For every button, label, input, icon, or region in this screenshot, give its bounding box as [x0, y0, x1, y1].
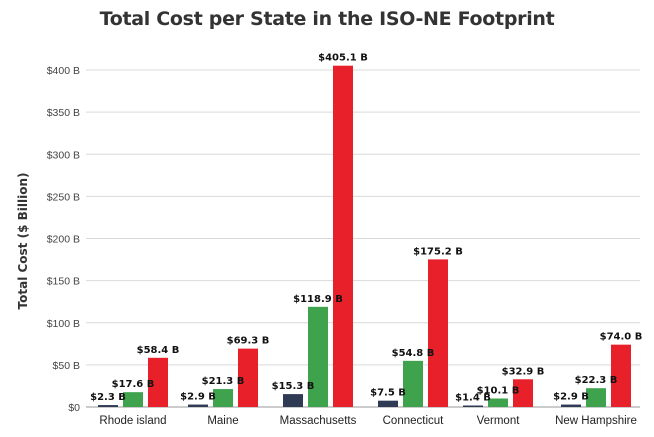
bar: [308, 306, 328, 407]
bar: [586, 388, 606, 407]
data-label: $7.5 B: [370, 388, 406, 399]
y-tick-label: $300 B: [47, 149, 80, 161]
x-category-label: Connecticut: [383, 415, 445, 427]
data-label: $54.8 B: [392, 348, 435, 359]
y-tick-label: $250 B: [47, 191, 80, 203]
data-label: $22.3 B: [575, 375, 618, 386]
bar: [513, 379, 533, 407]
data-label: $405.1 B: [318, 53, 368, 64]
x-category-label: Vermont: [477, 415, 521, 427]
chart-title: Total Cost per State in the ISO-NE Footp…: [99, 8, 555, 30]
data-label: $32.9 B: [502, 366, 545, 377]
bar: [488, 398, 508, 407]
data-label: $118.9 B: [293, 294, 343, 305]
data-label: $1.4 B: [455, 393, 491, 404]
y-tick-label: $350 B: [47, 107, 80, 119]
data-label: $21.3 B: [202, 376, 245, 387]
data-label: $15.3 B: [272, 381, 315, 392]
data-label: $69.3 B: [227, 336, 270, 347]
y-axis-ticks: $0 $50 B $100 B $150 B $200 B $250 B $300 B $35…: [47, 65, 80, 414]
bar: [378, 400, 398, 407]
data-label: $2.9 B: [180, 392, 216, 403]
bar: [463, 405, 483, 407]
bar: [123, 392, 143, 407]
x-axis-categories: Rhode island Maine Massachusetts Connecticu…: [99, 415, 636, 427]
x-category-label: Maine: [207, 415, 238, 427]
bar: [611, 344, 631, 407]
x-category-label: Rhode island: [99, 415, 166, 427]
bar: [213, 389, 233, 407]
x-category-label: Massachusetts: [280, 415, 357, 427]
y-tick-label: $50 B: [53, 360, 80, 372]
y-tick-label: $200 B: [47, 234, 80, 246]
data-label: $2.9 B: [553, 392, 589, 403]
bar: [428, 259, 448, 407]
bar: [98, 405, 118, 407]
bar: [403, 360, 423, 407]
data-label: $58.4 B: [137, 345, 180, 356]
y-axis-title: Total Cost ($ Billion): [16, 173, 30, 310]
bar: [333, 65, 353, 407]
data-label: $175.2 B: [413, 246, 463, 257]
bar: [283, 394, 303, 407]
data-label: $74.0 B: [600, 332, 643, 343]
data-label: $17.6 B: [112, 379, 155, 390]
x-category-label: New Hampshire: [555, 415, 637, 427]
data-labels: $2.3 B $17.6 B $58.4 B $2.9 B $21.3 B $69.3 B…: [90, 53, 642, 404]
bar: [148, 357, 168, 407]
y-tick-label: $150 B: [47, 276, 80, 288]
data-label: $2.3 B: [90, 392, 126, 403]
data-label: $10.1 B: [477, 385, 520, 396]
bar: [238, 348, 258, 407]
bars: [98, 65, 631, 407]
bar: [561, 404, 581, 407]
grid-lines: [86, 69, 640, 408]
y-tick-label: $0: [68, 402, 80, 414]
y-tick-label: $100 B: [47, 318, 80, 330]
y-tick-label: $400 B: [47, 65, 80, 77]
bar: [188, 404, 208, 407]
